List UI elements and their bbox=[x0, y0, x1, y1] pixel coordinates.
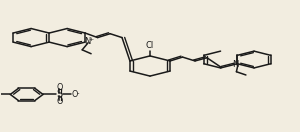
Text: N: N bbox=[84, 37, 91, 46]
Text: O: O bbox=[56, 97, 62, 106]
Text: O: O bbox=[56, 83, 62, 92]
Text: O: O bbox=[72, 90, 78, 99]
Text: -: - bbox=[77, 90, 80, 96]
Text: S: S bbox=[56, 89, 62, 99]
Text: N: N bbox=[232, 60, 238, 69]
Text: Cl: Cl bbox=[146, 41, 154, 50]
Text: +: + bbox=[88, 37, 94, 42]
